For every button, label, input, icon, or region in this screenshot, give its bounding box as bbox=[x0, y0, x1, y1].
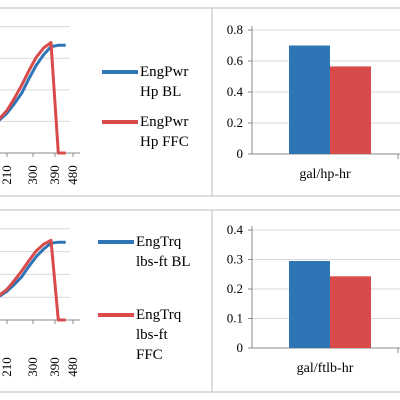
line-chart-2-legend-label: EngTrq bbox=[136, 234, 182, 250]
line-chart-1-legend-label: Hp FFC bbox=[140, 134, 189, 150]
line-chart-2-x-tick-label: 300 bbox=[25, 357, 40, 377]
bar-chart-1-y-tick-label: 0.8 bbox=[227, 22, 243, 37]
line-chart-1-series-1-line bbox=[0, 43, 66, 122]
line-chart-1-series-2-line bbox=[0, 41, 66, 155]
bar-chart-2-bar-2 bbox=[330, 276, 371, 348]
line-chart-2-x-tick-label: 480 bbox=[65, 357, 80, 377]
line-chart-2-legend-label: EngTrq bbox=[136, 307, 182, 323]
bar-chart-1-bar-2 bbox=[330, 66, 371, 154]
line-chart-2-x-tick-label: 390 bbox=[47, 357, 62, 377]
bar-chart-1-category-label: gal/hp-hr bbox=[299, 167, 351, 182]
line-chart-1-x-tick-label: 300 bbox=[25, 165, 40, 185]
line-chart-2-legend-label: FFC bbox=[136, 347, 163, 363]
bar-chart-2-bar-1 bbox=[289, 260, 330, 348]
line-chart-1-x-tick-label: 480 bbox=[65, 165, 80, 185]
line-chart-2-legend-label: lbs-ft bbox=[136, 327, 168, 343]
bar-chart-1-y-tick-label: 0.4 bbox=[227, 84, 244, 99]
line-chart-1-legend-label: EngPwr bbox=[140, 114, 188, 130]
line-chart-2-x-tick-label: 210 bbox=[0, 357, 14, 377]
bar-chart-2-y-tick-label: 0 bbox=[237, 340, 244, 355]
line-chart-1-legend-label: EngPwr bbox=[140, 64, 188, 80]
line-chart-1-x-tick-label: 390 bbox=[47, 165, 62, 185]
bar-chart-1-y-tick-label: 0 bbox=[237, 146, 244, 161]
bar-chart-1-y-tick-label: 0.2 bbox=[227, 115, 243, 130]
bar-chart-2-y-tick-label: 0.3 bbox=[227, 252, 243, 267]
bar-chart-1-y-tick-label: 0.6 bbox=[227, 53, 244, 68]
bar-chart-2-y-tick-label: 0.2 bbox=[227, 281, 243, 296]
line-chart-1-x-tick-label: 210 bbox=[0, 165, 14, 185]
line-chart-2-series-2-line bbox=[0, 238, 66, 322]
bar-chart-2-y-tick-label: 0.1 bbox=[227, 311, 243, 326]
line-chart-2-legend-label: lbs-ft BL bbox=[136, 254, 191, 270]
bar-chart-1-bar-1 bbox=[289, 45, 330, 154]
bar-chart-2-y-tick-label: 0.4 bbox=[227, 222, 244, 237]
bar-chart-2-category-label: gal/ftlb-hr bbox=[297, 361, 354, 376]
line-chart-1-legend-label: Hp BL bbox=[140, 84, 181, 100]
